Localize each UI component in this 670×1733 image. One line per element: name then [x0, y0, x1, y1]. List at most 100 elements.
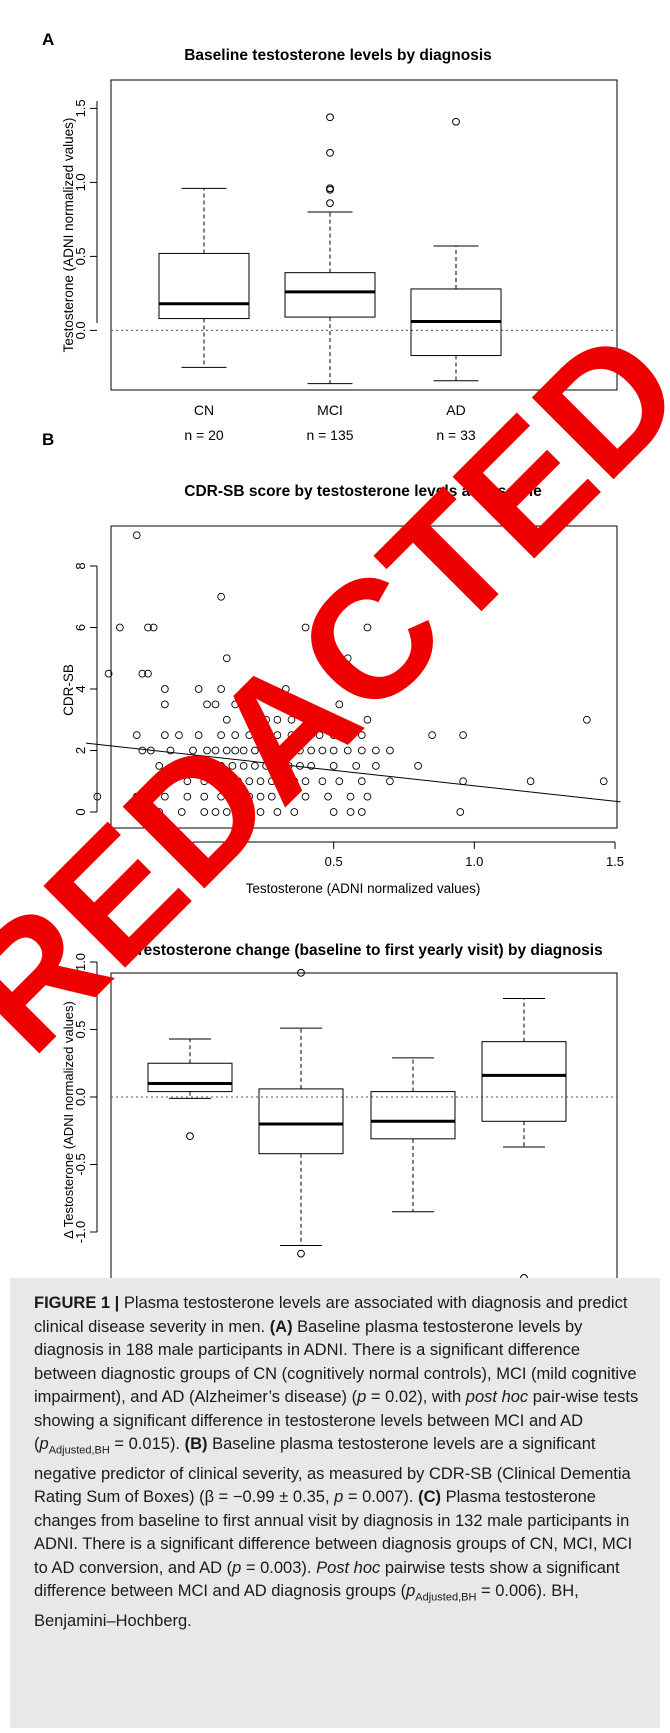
scatter-point — [301, 792, 310, 801]
scatter-point — [222, 777, 231, 786]
scatter-point — [256, 792, 265, 801]
scatter-point — [273, 715, 282, 724]
y-axis-label-c: Δ Testosterone (ADNI normalized values) — [61, 1001, 76, 1239]
outlier-point — [326, 184, 334, 193]
panel-b: B CDR-SB score by testosterone levels at… — [42, 430, 624, 896]
outlier-point — [326, 148, 334, 157]
y-tick-label-a-2: 1.0 — [73, 173, 88, 191]
caption-figure-label: FIGURE 1 | — [34, 1294, 120, 1312]
scatter-point — [256, 777, 265, 786]
box-cn — [158, 187, 250, 368]
box-ad — [481, 997, 567, 1282]
y-tick-label-b-3: 6 — [73, 624, 88, 631]
scatter-point — [357, 746, 366, 755]
scatter-point — [287, 715, 296, 724]
scatter-point — [284, 792, 293, 801]
scatter-point — [161, 685, 169, 693]
scatter-point — [324, 792, 332, 801]
scatter-point — [217, 685, 225, 693]
scatter-point — [301, 623, 310, 632]
scatter-point — [138, 746, 147, 755]
scatter-point — [256, 808, 265, 816]
scatter-point — [315, 715, 324, 724]
scatter-point — [132, 808, 141, 816]
scatter-point — [234, 777, 242, 786]
scatter-point — [318, 777, 327, 786]
panel-label-b: B — [42, 430, 54, 449]
scatter-point — [175, 731, 183, 739]
panel-label-a: A — [42, 30, 54, 49]
scatter-point — [315, 731, 324, 739]
scatter-point — [301, 777, 310, 786]
scatter-point — [290, 808, 299, 816]
scatter-point — [132, 731, 141, 739]
y-axis-label-a: Testosterone (ADNI normalized values) — [61, 118, 76, 353]
scatter-point — [307, 762, 316, 770]
scatter-point — [335, 777, 344, 786]
scatter-point — [194, 731, 203, 739]
scatter-point — [363, 715, 372, 724]
scatter-point — [177, 762, 186, 770]
scatter-point — [281, 685, 290, 693]
scatter-point — [211, 808, 220, 816]
scatter-point — [166, 746, 175, 755]
figure-caption: FIGURE 1 | Plasma testosterone levels ar… — [10, 1278, 660, 1728]
scatter-point — [245, 808, 254, 816]
scatter-point — [239, 746, 248, 755]
scatter-point — [231, 746, 240, 755]
scatter-point — [211, 700, 220, 709]
scatter-point — [346, 808, 355, 816]
x-axis-label-b: Testosterone (ADNI normalized values) — [246, 881, 481, 896]
scatter-point — [357, 731, 366, 739]
scatter-point — [251, 746, 259, 755]
scatter-point — [166, 777, 175, 786]
scatter-point — [273, 731, 282, 739]
category-label: MCI — [317, 402, 343, 418]
category-label: CN — [194, 402, 214, 418]
x-tick-label-b-3: 1.5 — [606, 854, 624, 869]
scatter-point — [301, 715, 310, 724]
scatter-point — [262, 746, 270, 755]
scatter-point — [211, 777, 220, 786]
y-tick-label-b-1: 2 — [73, 747, 88, 754]
scatter-point — [329, 762, 338, 770]
scatter-point — [217, 792, 225, 801]
box-mci — [284, 113, 376, 385]
y-tick-label-c-3: 0.5 — [73, 1020, 88, 1038]
scatter-point — [459, 731, 467, 739]
count-label: n = 20 — [184, 427, 224, 443]
scatter-point — [132, 531, 141, 540]
scatter-point — [149, 623, 158, 632]
scatter-point — [222, 654, 231, 663]
scatter-point — [203, 746, 211, 755]
scatter-point — [284, 746, 293, 755]
scatter-point — [200, 808, 209, 816]
y-axis-label-b: CDR-SB — [61, 664, 76, 716]
regression-line-b — [86, 742, 621, 803]
panel-a: A Baseline testosterone levels by diagno… — [42, 30, 618, 443]
plot-frame-b — [110, 525, 618, 829]
scatter-point — [456, 808, 465, 816]
y-tick-label-c-2: 0.0 — [73, 1088, 88, 1106]
x-tick-label-b-1: 0.5 — [325, 854, 343, 869]
scatter-point — [177, 808, 186, 816]
scatter-point — [357, 808, 366, 816]
box-cn — [147, 1038, 233, 1141]
scatter-point — [245, 731, 254, 739]
scatter-point — [386, 777, 394, 786]
scatter-point — [428, 731, 436, 739]
scatter-point — [267, 777, 276, 786]
scatter-point — [329, 746, 338, 755]
scatter-point — [329, 731, 338, 739]
scatter-point — [363, 623, 372, 632]
scatter-point — [414, 762, 422, 770]
scatter-point — [222, 715, 231, 724]
scatter-point — [217, 731, 225, 739]
scatter-point — [343, 669, 352, 678]
scatter-point — [194, 685, 203, 693]
scatter-point — [318, 746, 327, 755]
x-tick-label-b-0: 0.0 — [184, 854, 202, 869]
scatter-point — [203, 700, 211, 709]
scatter-point — [262, 715, 270, 724]
